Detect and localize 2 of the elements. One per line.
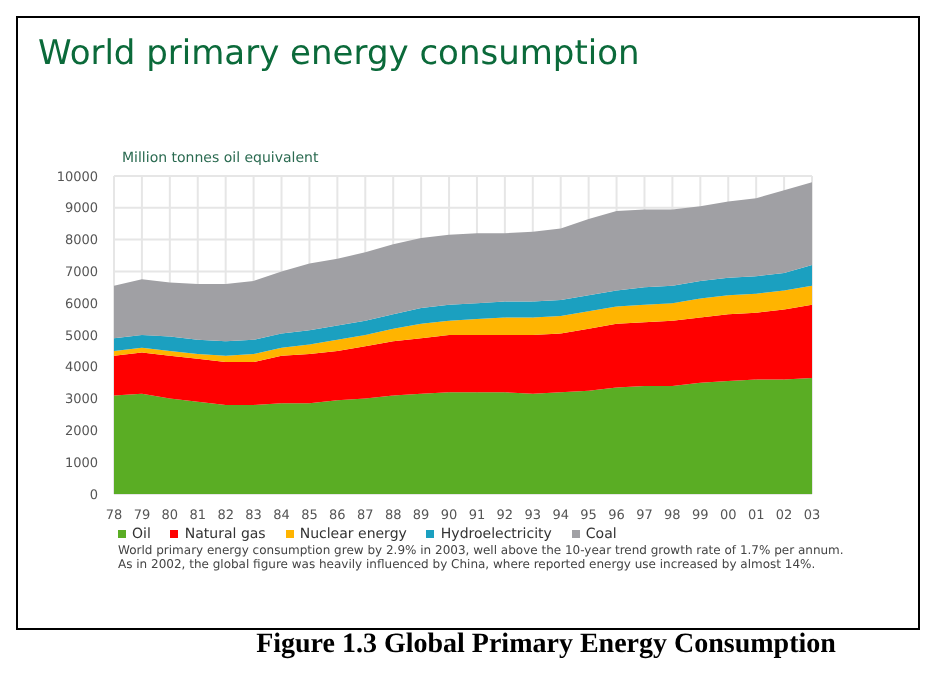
chart-title: World primary energy consumption (36, 32, 642, 74)
caption: Figure 1.3 Global Primary Energy Consumption (254, 630, 838, 662)
